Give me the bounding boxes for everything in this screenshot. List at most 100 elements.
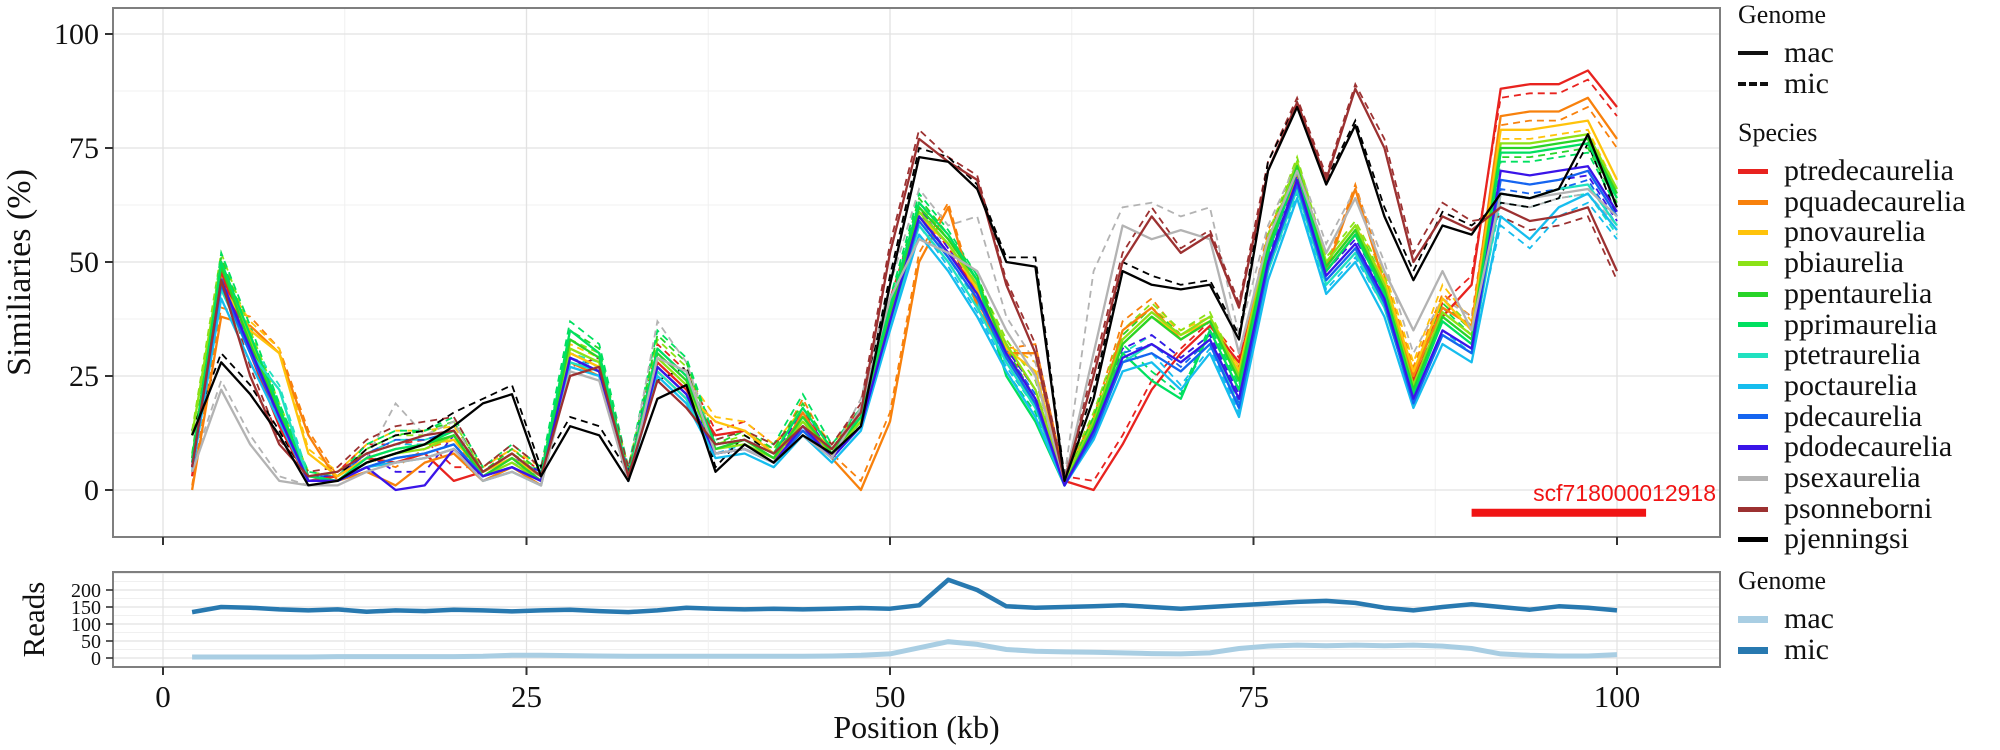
legend-item-reads-mac: mac bbox=[1738, 602, 1834, 635]
main-ytick-75: 75 bbox=[69, 132, 99, 165]
legend-label-pjenningsi: pjenningsi bbox=[1784, 522, 1909, 556]
legend-label-pquadecaurelia: pquadecaurelia bbox=[1784, 184, 1966, 218]
legend-genome-main-title: Genome bbox=[1738, 0, 1827, 29]
legend-item-pprimaurelia: pprimaurelia bbox=[1738, 307, 1966, 341]
pquadecaurelia-mic-line bbox=[191, 105, 1618, 486]
legend-species-items: ptredecaurelia pquadecaurelia pnovaurelia p… bbox=[1738, 154, 1966, 555]
psonneborni-color-key bbox=[1738, 506, 1768, 512]
legend-label-mac: mac bbox=[1784, 36, 1834, 69]
pbiaurelia-mac-line bbox=[190, 133, 1619, 483]
mic-dashed-line-key bbox=[1738, 82, 1768, 87]
pprimaurelia-color-key bbox=[1738, 322, 1768, 328]
reads-mac-color-key bbox=[1738, 615, 1768, 623]
pdodecaurelia-mic-line bbox=[191, 172, 1618, 484]
pnovaurelia-mic-line bbox=[191, 128, 1618, 479]
ptetraurelia-color-key bbox=[1738, 353, 1768, 359]
reads-series-lines bbox=[191, 577, 1618, 660]
mac-solid-line-key bbox=[1738, 51, 1768, 56]
xtick-100: 100 bbox=[1594, 679, 1641, 714]
legend-item-ppentaurelia: ppentaurelia bbox=[1738, 276, 1966, 310]
reads-ytick-150: 150 bbox=[71, 597, 101, 619]
legend-item-psexaurelia: psexaurelia bbox=[1738, 461, 1966, 495]
legend-label-reads-mic: mic bbox=[1784, 632, 1829, 666]
psexaurelia-color-key bbox=[1738, 475, 1768, 481]
legend-label-pprimaurelia: pprimaurelia bbox=[1784, 307, 1938, 341]
legend-item-mic: mic bbox=[1738, 66, 1834, 100]
pdodecaurelia-color-key bbox=[1738, 445, 1768, 451]
pbiaurelia-color-key bbox=[1738, 260, 1768, 266]
psonneborni-mac-line bbox=[190, 87, 1619, 483]
legend-item-pnovaurelia: pnovaurelia bbox=[1738, 217, 1966, 248]
legend-label-reads-mac: mac bbox=[1784, 602, 1834, 635]
legend-label-ptredecaurelia: ptredecaurelia bbox=[1784, 154, 1954, 187]
legend-label-pnovaurelia: pnovaurelia bbox=[1784, 215, 1926, 249]
legend-item-ptredecaurelia: ptredecaurelia bbox=[1738, 154, 1966, 187]
legend-label-pdodecaurelia: pdodecaurelia bbox=[1784, 430, 1953, 464]
legend-item-poctaurelia: poctaurelia bbox=[1738, 368, 1966, 402]
legend-species: Species ptredecaurelia pquadecaurelia pnov… bbox=[1738, 118, 1966, 555]
psexaurelia-mic-line bbox=[191, 159, 1618, 487]
pnovaurelia-color-key bbox=[1738, 230, 1768, 236]
legend-genome-reads-title: Genome bbox=[1738, 566, 1827, 595]
xtick-50: 50 bbox=[875, 679, 906, 714]
pquadecaurelia-color-key bbox=[1738, 199, 1768, 205]
legend-label-ppentaurelia: ppentaurelia bbox=[1784, 276, 1933, 310]
pjenningsi-mic-line bbox=[191, 100, 1618, 482]
main-ytick-100: 100 bbox=[54, 18, 99, 51]
legend-species-title: Species bbox=[1738, 118, 1818, 147]
legend-label-pdecaurelia: pdecaurelia bbox=[1784, 399, 1923, 433]
pprimaurelia-mic-line bbox=[191, 151, 1618, 484]
xtick-0: 0 bbox=[155, 679, 171, 714]
psonneborni-mic-line bbox=[191, 81, 1618, 477]
main-y-axis-title: Similiaries (%) bbox=[1, 169, 38, 376]
poctaurelia-color-key bbox=[1738, 383, 1768, 389]
main-panel-border bbox=[112, 7, 1721, 538]
main-ytick-25: 25 bbox=[69, 360, 99, 393]
x-axis-title: Position (kb) bbox=[833, 709, 999, 745]
pjenningsi-color-key bbox=[1738, 537, 1768, 543]
mac-series-lines bbox=[190, 69, 1619, 492]
main-ytick-50: 50 bbox=[69, 246, 99, 279]
legend-item-ptetraurelia: ptetraurelia bbox=[1738, 340, 1966, 371]
legend-item-mac: mac bbox=[1738, 36, 1834, 69]
legend-item-pbiaurelia: pbiaurelia bbox=[1738, 247, 1966, 279]
reads-mac-line bbox=[192, 639, 1618, 660]
reads-ytick-50: 50 bbox=[81, 631, 101, 653]
reads-mic-line bbox=[191, 577, 1618, 615]
legend-label-poctaurelia: poctaurelia bbox=[1784, 368, 1918, 402]
scaffold-label: scf718000012918 bbox=[1533, 480, 1716, 506]
legend-genome-main: Genome mac mic bbox=[1738, 0, 1834, 99]
reads-mic-color-key bbox=[1738, 646, 1768, 654]
legend-label-ptetraurelia: ptetraurelia bbox=[1784, 338, 1921, 372]
legend-label-psexaurelia: psexaurelia bbox=[1784, 461, 1921, 495]
legend-item-pdodecaurelia: pdodecaurelia bbox=[1738, 432, 1966, 463]
pquadecaurelia-mac-line bbox=[190, 96, 1618, 492]
reads-panel-border bbox=[112, 571, 1721, 668]
main-ytick-0: 0 bbox=[84, 474, 99, 507]
legend-column: Genome mac mic Species ptredecaurelia pqu… bbox=[1738, 0, 2000, 750]
psexaurelia-mac-line bbox=[191, 169, 1618, 487]
xtick-75: 75 bbox=[1238, 679, 1269, 714]
legend-item-reads-mic: mic bbox=[1738, 632, 1834, 666]
xtick-25: 25 bbox=[511, 679, 542, 714]
legend-label-mic: mic bbox=[1784, 66, 1829, 100]
ptredecaurelia-color-key bbox=[1738, 168, 1768, 174]
pnovaurelia-mac-line bbox=[190, 119, 1619, 483]
legend-item-pjenningsi: pjenningsi bbox=[1738, 524, 1966, 555]
legend-item-pquadecaurelia: pquadecaurelia bbox=[1738, 184, 1966, 218]
reads-ytick-0: 0 bbox=[91, 648, 101, 670]
legend-genome-reads-items: mac mic bbox=[1738, 602, 1834, 666]
pdecaurelia-color-key bbox=[1738, 414, 1768, 420]
legend-item-pdecaurelia: pdecaurelia bbox=[1738, 399, 1966, 433]
legend-label-psonneborni: psonneborni bbox=[1784, 491, 1933, 525]
reads-ytick-100: 100 bbox=[71, 614, 101, 636]
pjenningsi-mac-line bbox=[191, 105, 1619, 487]
legend-item-psonneborni: psonneborni bbox=[1738, 491, 1966, 525]
legend-genome-reads: Genome mac mic bbox=[1738, 566, 1834, 665]
reads-ytick-200: 200 bbox=[71, 580, 101, 602]
reads-y-axis-title: Reads bbox=[16, 582, 51, 658]
reads-panel-grid bbox=[113, 572, 1720, 667]
